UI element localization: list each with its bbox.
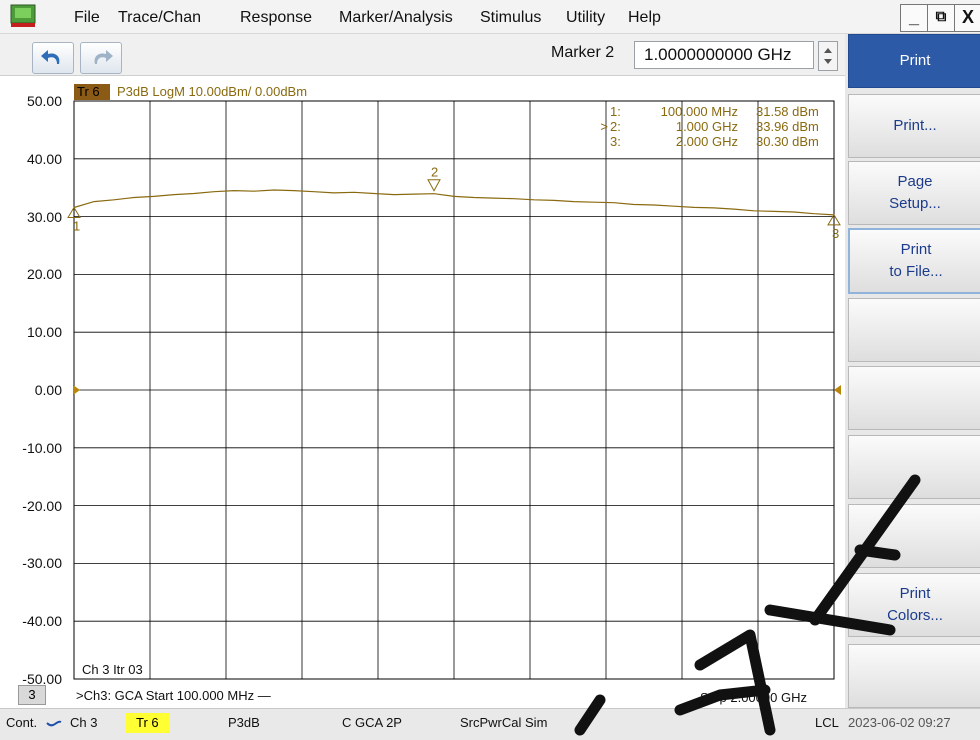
marker-id: 3: [610, 134, 621, 149]
close-button[interactable]: X [954, 4, 980, 32]
y-tick-label: -10.00 [22, 439, 62, 456]
menu-bar: File Trace/Chan Response Marker/Analysis… [0, 0, 980, 34]
status-channel[interactable]: Ch 3 [70, 715, 98, 730]
spin-arrows-icon [824, 48, 832, 64]
marker-1-label: 1 [73, 218, 80, 233]
softkey-page-setup[interactable]: Page Setup... [848, 161, 980, 225]
marker-id: 2: [610, 119, 621, 134]
marker-label: Marker 2 [551, 44, 615, 61]
softkey-blank-4[interactable] [848, 504, 980, 568]
marker-3-label: 3 [832, 226, 839, 241]
y-tick-label: 0.00 [34, 382, 62, 398]
y-tick-label: 20.00 [26, 266, 62, 283]
sweep-indicator-icon [46, 720, 62, 727]
y-tick-label: -20.00 [22, 497, 62, 514]
undo-button[interactable] [32, 42, 74, 74]
marker-frequency: 100.000 MHz [660, 104, 738, 119]
y-tick-label: -50.00 [22, 671, 62, 687]
y-tick-label: 40.00 [26, 150, 62, 167]
menu-help[interactable]: Help [628, 9, 661, 26]
softkey-blank-3[interactable] [848, 435, 980, 499]
y-tick-label: 30.00 [26, 208, 62, 225]
softkey-label-2: to File... [889, 263, 943, 280]
sweep-stop: Stop 2.00000 GHz [700, 690, 807, 705]
sweep-start: >Ch3: GCA Start 100.000 MHz — [76, 688, 271, 703]
softkey-label: Print [899, 52, 931, 69]
status-trace[interactable]: Tr 6 [126, 713, 170, 733]
softkey-blank-1[interactable] [848, 298, 980, 362]
measurement-display [0, 76, 845, 708]
softkey-label: Print [899, 585, 931, 602]
marker-3-symbol [827, 213, 841, 226]
trace-chart[interactable]: 1 2 3 [0, 0, 845, 708]
menu-marker-analysis[interactable]: Marker/Analysis [339, 9, 453, 26]
undo-icon [41, 50, 60, 64]
status-source-power-cal: SrcPwrCal Sim [460, 715, 548, 730]
status-sweep-mode[interactable]: Cont. [6, 715, 38, 730]
menu-stimulus[interactable]: Stimulus [480, 9, 542, 26]
softkey-print-header[interactable]: Print [848, 34, 980, 88]
softkey-label: Print... [893, 117, 937, 134]
y-tick-label: -30.00 [22, 555, 62, 572]
app-logo-icon[interactable] [10, 4, 36, 28]
chart-grid [73, 100, 835, 680]
y-tick-label: -40.00 [22, 613, 62, 630]
marker-frequency: 2.000 GHz [675, 134, 738, 149]
marker-value: 31.58 dBm [756, 104, 819, 119]
softkey-label: Page [897, 173, 933, 190]
trace-line [73, 189, 835, 216]
marker-symbols: 1 2 3 [67, 165, 841, 241]
channel-label: Ch 3 Itr 03 [82, 662, 143, 677]
marker-frequency-input[interactable]: 1.0000000000 GHz [634, 41, 814, 69]
softkey-print-colors[interactable]: Print Colors... [848, 573, 980, 637]
softkey-label: Print [900, 241, 932, 258]
marker-id: 1: [610, 104, 621, 119]
menu-response[interactable]: Response [240, 9, 313, 26]
redo-icon [94, 50, 113, 64]
softkey-print-to-file[interactable]: Print to File... [848, 228, 980, 294]
trace-badge[interactable]: Tr 6 [74, 84, 110, 100]
channel-number-button[interactable]: 3 [18, 685, 46, 705]
restore-button[interactable]: ⧉ [927, 4, 955, 32]
marker-1-symbol [67, 206, 81, 218]
softkey-print-dialog[interactable]: Print... [848, 94, 980, 158]
reference-level-left-icon [73, 385, 80, 395]
status-lcl: LCL [815, 715, 839, 730]
menu-file[interactable]: File [74, 9, 100, 26]
softkey-label-2: Colors... [887, 607, 943, 624]
status-calibration: C GCA 2P [342, 715, 402, 730]
marker-value: 30.30 dBm [756, 134, 819, 149]
marker-active: > [600, 119, 608, 134]
marker-frequency: 1.000 GHz [675, 119, 738, 134]
softkey-label-2: Setup... [889, 195, 941, 212]
softkey-blank-5[interactable] [848, 644, 980, 708]
reference-level-right-icon [834, 385, 841, 395]
marker-2-symbol [427, 179, 441, 192]
minimize-button[interactable]: _ [900, 4, 928, 32]
marker-2-label: 2 [431, 165, 438, 180]
status-datetime: 2023-06-02 09:27 [848, 715, 951, 730]
status-measurement: P3dB [228, 715, 260, 730]
marker-spin-control[interactable] [818, 41, 838, 71]
y-tick-label: 10.00 [26, 324, 62, 341]
menu-utility[interactable]: Utility [566, 9, 606, 26]
trace-info: P3dB LogM 10.00dBm/ 0.00dBm [117, 84, 308, 99]
redo-button[interactable] [80, 42, 122, 74]
y-tick-label: 50.00 [26, 93, 62, 109]
softkey-blank-2[interactable] [848, 366, 980, 430]
marker-value: 33.96 dBm [756, 119, 819, 134]
menu-trace-chan[interactable]: Trace/Chan [118, 9, 201, 26]
